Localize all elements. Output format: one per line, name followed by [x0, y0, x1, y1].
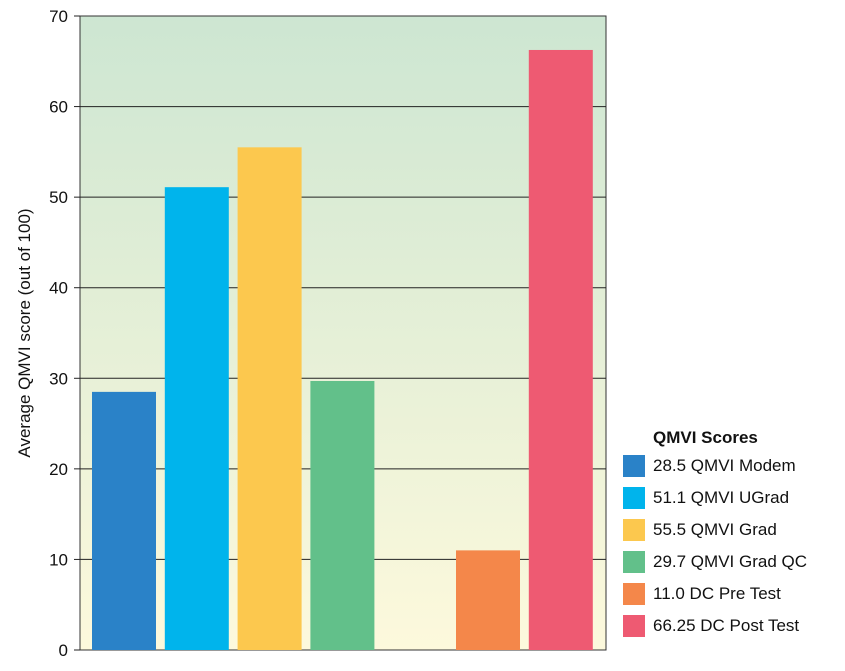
legend-swatch	[623, 551, 645, 573]
y-tick-label: 20	[49, 460, 68, 479]
bar-1	[92, 391, 156, 650]
y-tick-label: 40	[49, 279, 68, 298]
y-tick-label: 70	[49, 7, 68, 26]
y-tick-label: 50	[49, 188, 68, 207]
legend-label: 51.1 QMVI UGrad	[653, 488, 790, 507]
legend-label: 55.5 QMVI Grad	[653, 520, 777, 539]
bar-4	[310, 381, 375, 650]
legend-label: 11.0 DC Pre Test	[653, 584, 781, 603]
legend-item: 28.5 QMVI Modem	[623, 454, 807, 478]
bars	[92, 49, 593, 651]
legend-item: 51.1 QMVI UGrad	[623, 486, 807, 510]
y-axis-ticks: 0 10 20 30 40 50 60 70	[49, 7, 80, 660]
legend-label: 29.7 QMVI Grad QC	[653, 552, 807, 571]
y-tick-label: 60	[49, 98, 68, 117]
bar-2	[164, 187, 229, 650]
legend-swatch	[623, 615, 645, 637]
y-tick-label: 10	[49, 550, 68, 569]
legend-label: 66.25 DC Post Test	[653, 616, 800, 635]
y-axis-label: Average QMVI score (out of 100)	[15, 208, 34, 457]
legend-label: 28.5 QMVI Modem	[653, 456, 796, 475]
legend-title: QMVI Scores	[653, 428, 758, 447]
legend-swatch	[623, 487, 645, 509]
bar-5	[456, 550, 520, 650]
y-tick-label: 0	[59, 641, 68, 660]
legend-item: 55.5 QMVI Grad	[623, 518, 807, 542]
legend-swatch	[623, 583, 645, 605]
legend-item: 29.7 QMVI Grad QC	[623, 550, 807, 574]
legend-item: 11.0 DC Pre Test	[623, 582, 807, 606]
bar-3	[237, 147, 302, 651]
legend-item: 66.25 DC Post Test	[623, 614, 807, 638]
legend: QMVI Scores 28.5 QMVI Modem 51.1 QMVI UGr…	[623, 428, 807, 646]
legend-swatch	[623, 519, 645, 541]
y-tick-label: 30	[49, 369, 68, 388]
legend-swatch	[623, 455, 645, 477]
bar-6	[528, 49, 593, 650]
